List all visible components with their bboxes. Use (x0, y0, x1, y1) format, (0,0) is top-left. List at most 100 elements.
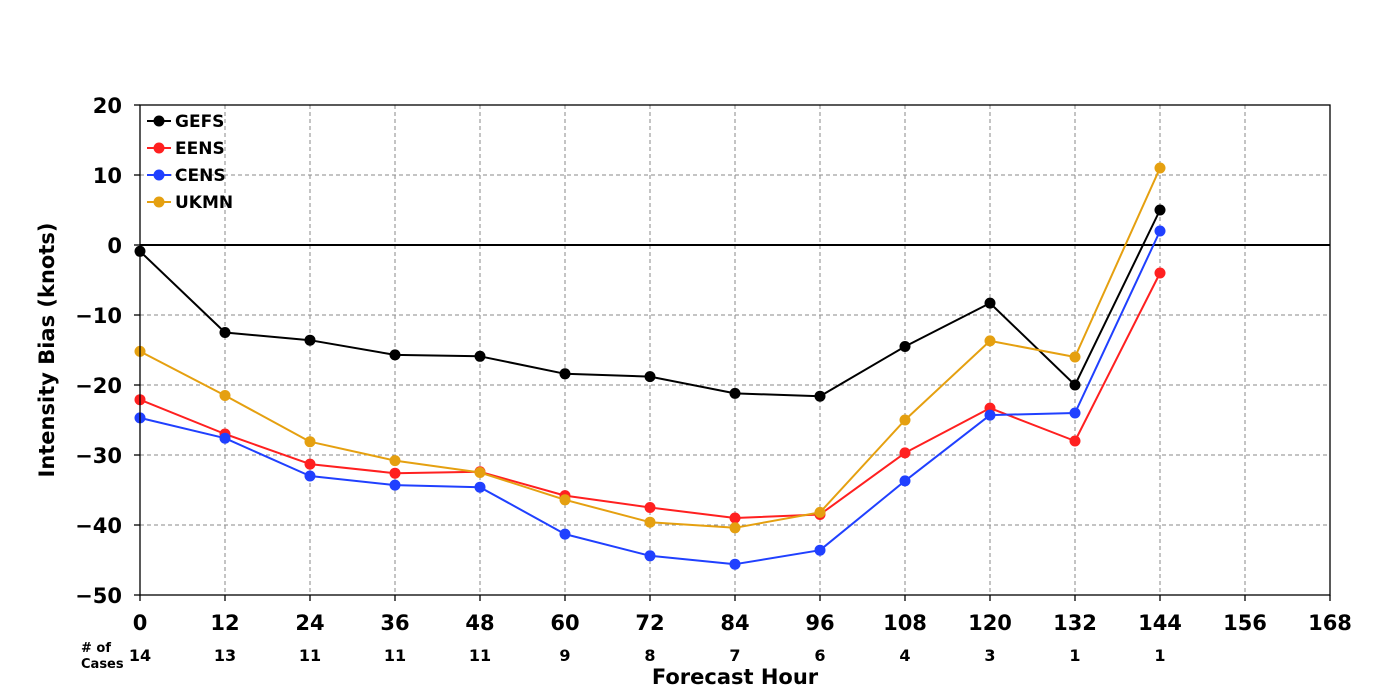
data-point-ukmn (814, 506, 826, 518)
series-line-ukmn (139, 167, 1161, 529)
data-point-eens (304, 458, 316, 470)
series-cens (134, 225, 1166, 570)
data-point-ukmn (984, 335, 996, 347)
data-point-ukmn (389, 455, 401, 467)
data-point-gefs (729, 387, 741, 399)
data-point-ukmn (559, 494, 571, 506)
data-point-gefs (644, 371, 656, 383)
case-count-label: 7 (729, 646, 740, 665)
data-point-ukmn (1154, 162, 1166, 174)
case-count-label: 11 (384, 646, 406, 665)
case-count-label: 6 (814, 646, 825, 665)
data-point-cens (1069, 407, 1081, 419)
x-axis-ticks: 0 12 24 36 48 60 72 84 96 108 120 132 144 156 168 (133, 595, 1352, 635)
case-count-label: 1 (1154, 646, 1165, 665)
legend: GEFS EENS CENS UKMN (147, 112, 233, 213)
x-tick-label: 72 (635, 611, 664, 635)
data-point-eens (389, 467, 401, 479)
data-point-ukmn (1069, 351, 1081, 363)
x-tick-label: 36 (380, 611, 409, 635)
data-point-cens (899, 475, 911, 487)
case-count-label: 11 (299, 646, 321, 665)
x-tick-label: 156 (1223, 611, 1267, 635)
data-point-ukmn (219, 390, 231, 401)
series-gefs (134, 204, 1166, 402)
x-tick-label: 132 (1053, 611, 1097, 635)
case-count-label: 3 (984, 646, 995, 665)
data-point-cens (389, 479, 401, 491)
data-point-eens (1069, 435, 1081, 447)
data-point-gefs (1154, 204, 1166, 216)
x-axis-title: Forecast Hour (652, 665, 819, 689)
legend-label: EENS (175, 139, 225, 159)
data-point-cens (559, 528, 571, 540)
y-tick-label: −10 (75, 304, 122, 328)
legend-swatch-marker (153, 142, 165, 154)
x-tick-label: 48 (465, 611, 494, 635)
data-point-gefs (389, 349, 401, 361)
data-point-eens (729, 512, 741, 524)
case-count-label: 13 (214, 646, 236, 665)
x-tick-label: 12 (210, 611, 239, 635)
legend-swatch-marker (153, 196, 165, 208)
y-tick-label: −50 (75, 584, 122, 608)
data-point-gefs (899, 341, 911, 352)
data-point-cens (814, 544, 826, 556)
case-counts: # of Cases 14 13 11 11 11 9 8 7 6 4 3 1 1 (81, 641, 1166, 672)
y-axis-ticks: 20 10 0 −10 −20 −30 −40 −50 (75, 94, 140, 608)
y-tick-label: 20 (93, 94, 122, 118)
x-tick-label: 0 (133, 611, 148, 635)
case-count-label: 9 (559, 646, 570, 665)
data-point-cens (984, 409, 996, 421)
case-count-label: 14 (129, 646, 151, 665)
data-point-eens (644, 502, 656, 513)
series-ukmn (134, 162, 1166, 534)
y-tick-label: −20 (75, 374, 122, 398)
data-point-cens (729, 558, 741, 570)
legend-item-gefs: GEFS (147, 112, 224, 132)
series-layer (134, 162, 1166, 570)
x-tick-label: 108 (883, 611, 927, 635)
data-point-eens (899, 447, 911, 459)
legend-label: CENS (175, 166, 226, 186)
data-point-gefs (1069, 379, 1081, 391)
data-point-gefs (474, 350, 486, 362)
data-point-ukmn (644, 516, 656, 528)
x-tick-label: 60 (550, 611, 579, 635)
y-axis-title: Intensity Bias (knots) (35, 223, 59, 478)
y-tick-label: 0 (107, 234, 122, 258)
y-tick-label: −30 (75, 444, 122, 468)
data-point-eens (1154, 267, 1166, 279)
cases-title-line1: # of (81, 641, 111, 656)
case-count-label: 1 (1069, 646, 1080, 665)
data-point-gefs (219, 327, 231, 338)
x-tick-label: 144 (1138, 611, 1182, 635)
legend-item-eens: EENS (147, 139, 225, 159)
legend-label: UKMN (175, 193, 233, 213)
cases-title-line2: Cases (81, 657, 124, 672)
x-tick-label: 120 (968, 611, 1012, 635)
data-point-ukmn (474, 467, 486, 478)
data-point-gefs (559, 368, 571, 380)
y-tick-label: 10 (93, 164, 122, 188)
x-tick-label: 84 (720, 611, 749, 635)
data-point-cens (304, 470, 316, 482)
legend-item-cens: CENS (147, 166, 226, 186)
data-point-ukmn (304, 436, 316, 448)
data-point-gefs (814, 390, 826, 402)
data-point-cens (219, 432, 231, 444)
legend-item-ukmn: UKMN (147, 193, 233, 213)
y-tick-label: −40 (75, 514, 122, 538)
x-tick-label: 24 (295, 611, 324, 635)
case-count-label: 11 (469, 646, 491, 665)
data-point-cens (474, 481, 486, 493)
legend-swatch-marker (153, 169, 165, 181)
data-point-ukmn (899, 414, 911, 426)
legend-swatch-marker (153, 115, 165, 127)
x-tick-label: 96 (805, 611, 834, 635)
x-tick-label: 168 (1308, 611, 1352, 635)
data-point-ukmn (729, 522, 741, 534)
case-count-label: 8 (644, 646, 655, 665)
data-point-gefs (304, 334, 316, 346)
